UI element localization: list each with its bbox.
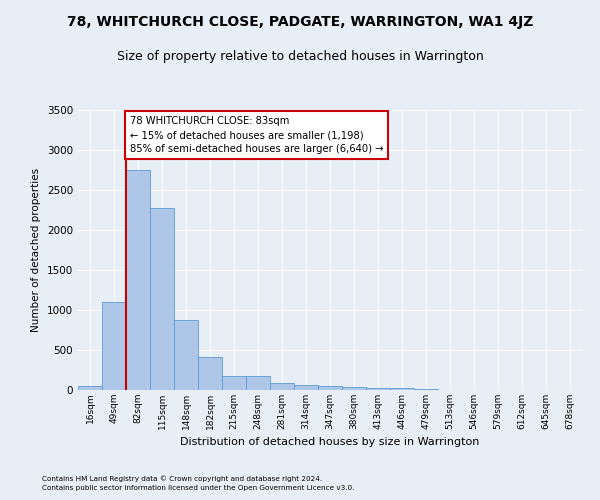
Bar — [342, 387, 366, 390]
Bar — [366, 388, 390, 390]
Y-axis label: Number of detached properties: Number of detached properties — [31, 168, 41, 332]
Bar — [198, 357, 222, 390]
Bar — [174, 320, 198, 390]
Bar — [270, 382, 294, 390]
Text: Contains public sector information licensed under the Open Government Licence v3: Contains public sector information licen… — [42, 485, 355, 491]
Text: 78, WHITCHURCH CLOSE, PADGATE, WARRINGTON, WA1 4JZ: 78, WHITCHURCH CLOSE, PADGATE, WARRINGTO… — [67, 15, 533, 29]
Bar — [318, 386, 342, 390]
X-axis label: Distribution of detached houses by size in Warrington: Distribution of detached houses by size … — [181, 438, 479, 448]
Bar — [102, 302, 126, 390]
Bar — [78, 386, 102, 390]
Text: Contains HM Land Registry data © Crown copyright and database right 2024.: Contains HM Land Registry data © Crown c… — [42, 476, 322, 482]
Bar — [390, 388, 414, 390]
Bar — [222, 376, 246, 390]
Text: 78 WHITCHURCH CLOSE: 83sqm
← 15% of detached houses are smaller (1,198)
85% of s: 78 WHITCHURCH CLOSE: 83sqm ← 15% of deta… — [130, 116, 383, 154]
Text: Size of property relative to detached houses in Warrington: Size of property relative to detached ho… — [116, 50, 484, 63]
Bar — [150, 208, 174, 390]
Bar — [126, 170, 150, 390]
Bar — [414, 389, 438, 390]
Bar — [294, 385, 318, 390]
Bar — [246, 376, 270, 390]
